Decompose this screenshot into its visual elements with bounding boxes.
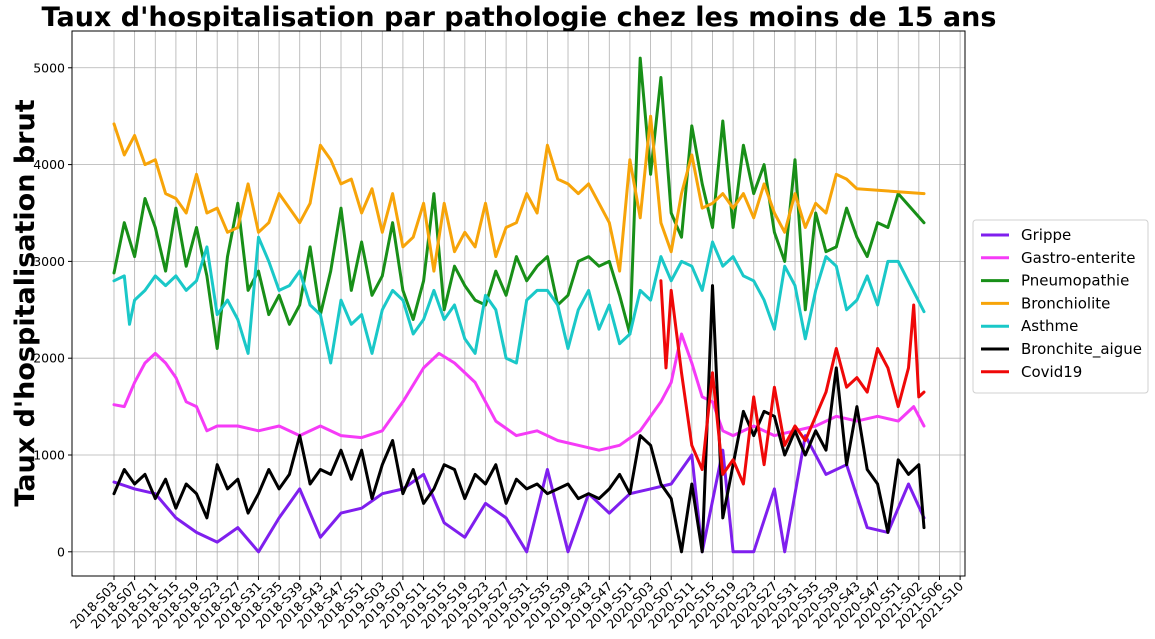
series-line-bronchiolite (112, 114, 926, 273)
series-line-asthme (112, 235, 926, 365)
y-axis-ticks: 0 1000 2000 3000 4000 5000 (33, 60, 72, 559)
series-lines (112, 56, 926, 554)
y-axis-label: Taux d'hospitalisation brut (10, 99, 41, 506)
legend-label: Gastro-enterite (1021, 249, 1136, 267)
x-axis-ticks: 2018-S032018-S072018-S112018-S152018-S19… (67, 576, 966, 632)
series-line-grippe (112, 434, 926, 554)
legend-label: Asthme (1021, 317, 1078, 335)
y-tick-label: 4000 (33, 157, 65, 172)
y-tick-label: 2000 (33, 351, 65, 366)
plot-frame (71, 30, 966, 577)
legend-box (972, 219, 1149, 394)
legend-label: Bronchiolite (1021, 294, 1110, 312)
legend-label: Pneumopathie (1021, 272, 1129, 290)
legend-label: Grippe (1021, 226, 1071, 244)
legend-label: Bronchite_aigue (1021, 340, 1142, 359)
chart-title: Taux d'hospitalisation par pathologie ch… (42, 2, 997, 33)
y-tick-label: 0 (57, 544, 65, 559)
legend-label: Covid19 (1021, 363, 1082, 381)
y-tick-label: 3000 (33, 254, 65, 269)
series-line-pneumopathie (112, 56, 926, 350)
series-line-bronchite-aigue (112, 284, 926, 554)
grid-lines (72, 31, 965, 576)
y-tick-label: 5000 (33, 60, 65, 75)
y-tick-label: 1000 (33, 447, 65, 462)
series-line-gastro-enterite (112, 332, 926, 452)
legend: Grippe Gastro-enterite Pneumopathie Bronchi… (972, 219, 1149, 394)
series-line-covid19 (659, 279, 926, 486)
